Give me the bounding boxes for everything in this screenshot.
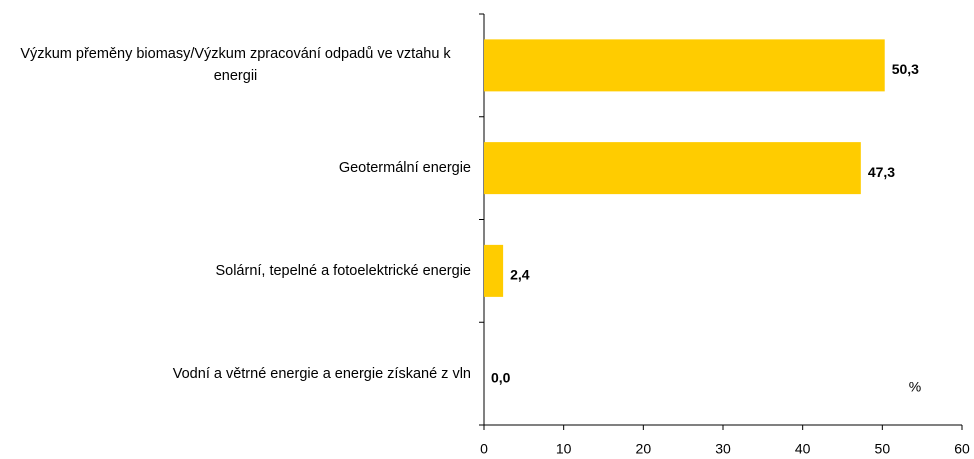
category-label: Výzkum přeměny biomasy/Výzkum zpracování… — [20, 46, 451, 85]
value-label: 50,3 — [892, 61, 919, 77]
value-label: 0,0 — [491, 369, 511, 385]
x-tick-label: 50 — [875, 441, 891, 457]
value-label: 47,3 — [868, 164, 895, 180]
bar — [484, 142, 861, 195]
x-tick-label: 20 — [636, 441, 652, 457]
unit-annotation: % — [909, 379, 921, 395]
value-label: 2,4 — [510, 267, 530, 283]
category-label: Solární, tepelné a fotoelektrické energi… — [215, 262, 471, 279]
x-tick-label: 60 — [954, 441, 970, 457]
x-tick-label: 40 — [795, 441, 811, 457]
x-tick-label: 0 — [480, 441, 488, 457]
x-tick-label: 10 — [556, 441, 572, 457]
category-label: Vodní a větrné energie a energie získané… — [172, 365, 471, 382]
bar — [484, 244, 504, 297]
x-tick-label: 30 — [715, 441, 731, 457]
category-label: Geotermální energie — [338, 160, 471, 177]
bar — [484, 39, 885, 92]
